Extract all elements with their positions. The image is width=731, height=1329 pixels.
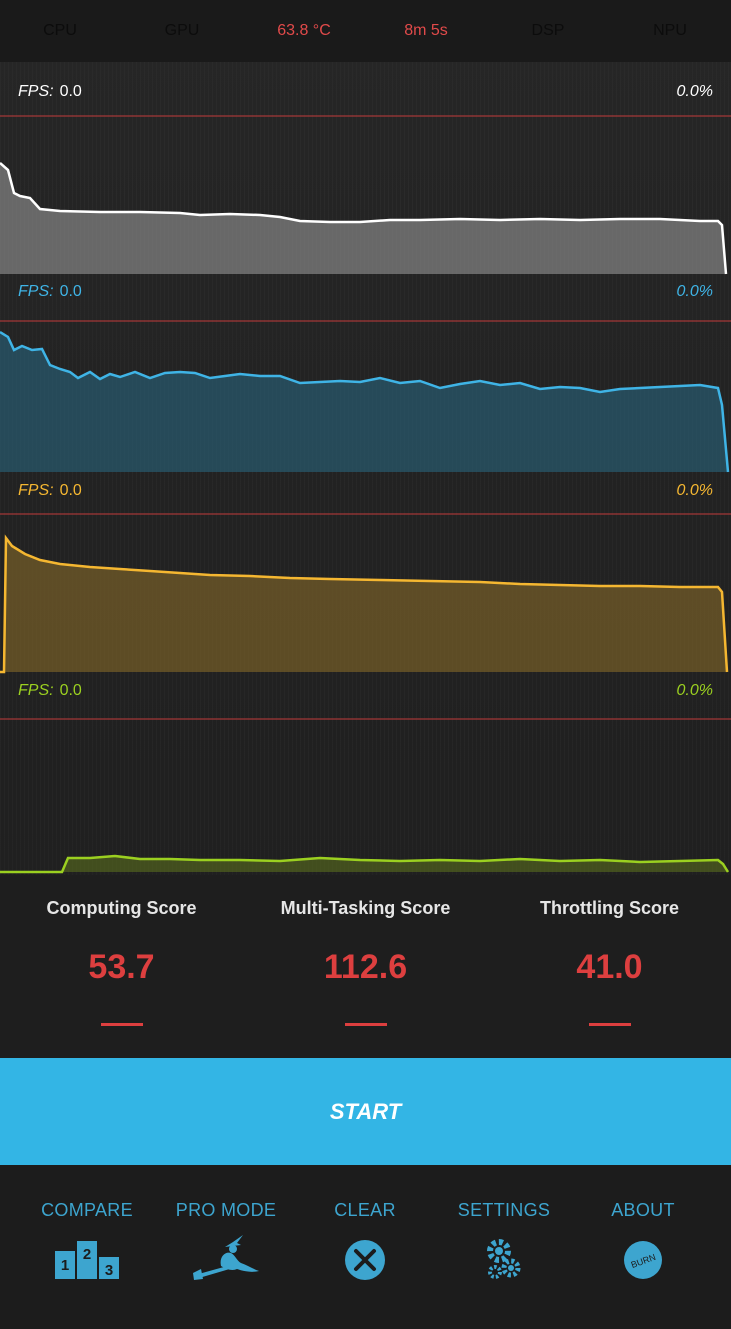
multitasking-score-label: Multi-Tasking Score (280, 898, 451, 918)
fps-readout-3: FPS: 0.0 (18, 482, 82, 499)
fps-readout-2: FPS: 0.0 (18, 283, 82, 300)
settings-button[interactable]: SETTINGS (434, 1200, 574, 1281)
burn-badge-icon: BURN (624, 1241, 662, 1279)
about-button[interactable]: ABOUT BURN (573, 1200, 713, 1281)
graph-1-plot (0, 115, 731, 275)
dsp-label: DSP (531, 22, 565, 39)
graph-3-plot (0, 513, 731, 674)
start-button[interactable]: START (0, 1058, 731, 1165)
gpu-load-graph: FPS: 0.0 0.0% (0, 275, 731, 474)
percent-readout-4: 0.0% (676, 682, 713, 699)
percent-readout-3: 0.0% (676, 482, 713, 499)
podium-third: 3 (105, 1262, 113, 1279)
computing-score-value: 53.7 (88, 948, 155, 986)
multitasking-score-dash (345, 1023, 387, 1026)
fps-readout-4: FPS: 0.0 (18, 682, 82, 699)
bottom-navigation: COMPARE 1 2 3 PRO MODE CLEAR SETTINGS (0, 1165, 731, 1329)
dsp-load-graph: FPS: 0.0 0.0% (0, 474, 731, 674)
graph-4-plot (0, 718, 731, 874)
gears-icon (487, 1239, 521, 1279)
podium-second: 1 (61, 1257, 69, 1274)
about-label: ABOUT (611, 1200, 675, 1220)
cpu-load-graph: FPS: 0.0 0.0% (0, 75, 731, 275)
top-status-bar: CPU GPU 63.8 °C 8m 5s DSP NPU (0, 0, 731, 62)
graph-2-plot (0, 320, 731, 473)
cpu-label: CPU (43, 22, 77, 39)
percent-readout-1: 0.0% (676, 83, 713, 100)
computing-score-label: Computing Score (46, 898, 197, 918)
witch-icon (193, 1235, 259, 1280)
percent-readout-2: 0.0% (676, 283, 713, 300)
settings-label: SETTINGS (457, 1200, 551, 1220)
multitasking-score-value: 112.6 (323, 948, 408, 986)
throttling-score-label: Throttling Score (540, 898, 679, 918)
score-panel: Computing Score 53.7 Multi-Tasking Score… (0, 875, 731, 1058)
temperature-readout: 63.8 °C (277, 22, 331, 39)
gpu-label: GPU (164, 22, 200, 39)
computing-score-dash (101, 1023, 143, 1026)
pro-mode-button[interactable]: PRO MODE (156, 1200, 296, 1281)
fps-readout-1: FPS: 0.0 (18, 83, 82, 100)
podium-icon: 1 2 3 (55, 1241, 119, 1279)
npu-load-graph: FPS: 0.0 0.0% (0, 674, 731, 875)
throttling-score-dash (589, 1023, 631, 1026)
elapsed-time: 8m 5s (404, 22, 448, 39)
throttling-score-value: 41.0 (576, 948, 643, 986)
compare-label: COMPARE (41, 1200, 133, 1220)
close-circle-icon (345, 1240, 385, 1280)
clear-button[interactable]: CLEAR (295, 1200, 435, 1281)
podium-first: 2 (83, 1246, 91, 1263)
clear-label: CLEAR (334, 1200, 396, 1220)
compare-button[interactable]: COMPARE 1 2 3 (17, 1200, 157, 1281)
pro-mode-label: PRO MODE (175, 1200, 277, 1220)
npu-label: NPU (653, 22, 687, 39)
